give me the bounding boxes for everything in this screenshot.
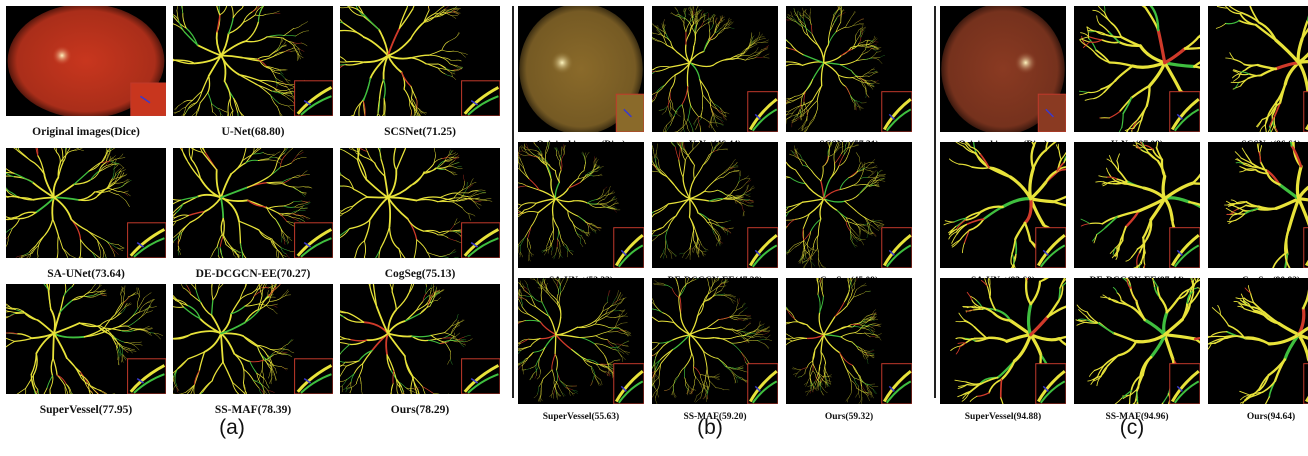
fundus-image	[518, 6, 644, 132]
segmentation-result-image	[518, 142, 644, 268]
segmentation-result-image	[786, 278, 912, 404]
image-caption: Ours(94.64)	[1246, 412, 1296, 422]
segmentation-result-image	[6, 284, 166, 394]
image-caption: Ours(59.32)	[824, 412, 874, 422]
segmentation-result-image	[1074, 142, 1200, 268]
panel-label: (b)	[697, 416, 723, 439]
segmentation-result-image	[1208, 278, 1308, 404]
segmentation-result-image	[652, 142, 778, 268]
segmentation-result-image	[652, 278, 778, 404]
segmentation-result-image	[652, 6, 778, 132]
fundus-image	[940, 6, 1066, 132]
segmentation-result-image	[340, 284, 500, 394]
image-caption: Original images(Dice)	[32, 126, 140, 138]
segmentation-result-image	[786, 6, 912, 132]
segmentation-result-image	[340, 6, 500, 116]
image-caption: SS-MAF(78.39)	[214, 404, 292, 416]
segmentation-result-image	[1208, 142, 1308, 268]
image-caption: SS-MAF(59.20)	[683, 412, 747, 422]
segmentation-result-image	[518, 278, 644, 404]
panel-label: (c)	[1119, 416, 1145, 439]
segmentation-result-image	[940, 278, 1066, 404]
segmentation-result-image	[173, 284, 333, 394]
image-caption: SCSNet(71.25)	[384, 126, 456, 138]
panel-divider	[512, 6, 514, 398]
segmentation-result-image	[173, 6, 333, 116]
fundus-image	[6, 6, 166, 116]
image-caption: SA-UNet(73.64)	[47, 268, 125, 280]
image-caption: SuperVessel(77.95)	[39, 404, 133, 416]
image-caption: DE-DCGCN-EE(70.27)	[195, 268, 311, 280]
image-caption: CogSeg(75.13)	[384, 268, 456, 280]
segmentation-result-image	[1074, 278, 1200, 404]
image-caption: SS-MAF(94.96)	[1105, 412, 1169, 422]
segmentation-result-image	[1208, 6, 1308, 132]
segmentation-result-image	[340, 148, 500, 258]
segmentation-result-image	[173, 148, 333, 258]
image-caption: SuperVessel(94.88)	[964, 412, 1042, 422]
image-caption: SuperVessel(55.63)	[542, 412, 620, 422]
segmentation-result-image	[1074, 6, 1200, 132]
panel-label: (a)	[219, 416, 245, 439]
segmentation-result-image	[940, 142, 1066, 268]
segmentation-result-image	[786, 142, 912, 268]
image-caption: Ours(78.29)	[390, 404, 450, 416]
image-caption: U-Net(68.80)	[221, 126, 285, 138]
panel-divider	[934, 6, 936, 398]
segmentation-result-image	[6, 148, 166, 258]
